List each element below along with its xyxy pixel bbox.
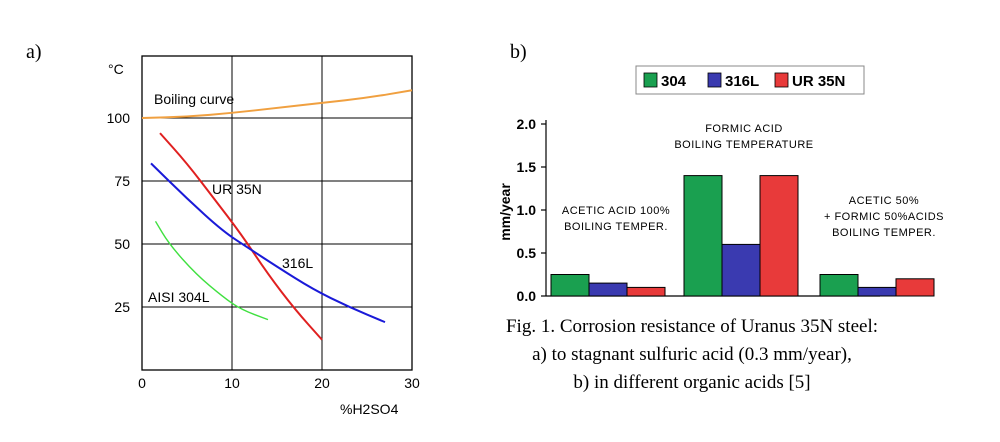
- bar-304: [550, 274, 590, 297]
- caption-line-3: b) in different organic acids [5]: [573, 372, 810, 393]
- series-line-316l: [150, 162, 386, 324]
- category-label: ACETIC ACID 100%: [562, 205, 670, 217]
- y-axis-label: °C: [108, 61, 124, 77]
- legend-label: UR 35N: [792, 73, 845, 90]
- grid: [141, 55, 413, 371]
- plot-frame: [141, 55, 413, 371]
- series-label-ur-35n: UR 35N: [212, 181, 262, 197]
- bar-ur-35n: [895, 278, 935, 297]
- caption-line-1: Fig. 1. Corrosion resistance of Uranus 3…: [506, 316, 878, 337]
- series-label-aisi-304l: AISI 304L: [148, 289, 210, 305]
- legend: 304 316L UR 35N: [643, 72, 845, 90]
- category-label: BOILING TEMPER.: [564, 221, 668, 233]
- y-axis-label: mm/year: [497, 183, 513, 241]
- y-tick-label: 25: [114, 299, 130, 315]
- y-tick-label: 50: [114, 236, 130, 252]
- x-axis-label: %H2SO4: [340, 401, 399, 417]
- series-line-ur-35n: [159, 132, 323, 341]
- y-tick-label: 1.5: [517, 159, 537, 175]
- caption-line-2: a) to stagnant sulfuric acid (0.3 mm/yea…: [532, 344, 852, 365]
- series-label-316l: 316L: [282, 255, 313, 271]
- legend-swatch: [707, 72, 722, 88]
- bar-316l: [857, 286, 897, 297]
- legend-label: 316L: [725, 73, 759, 90]
- bar-316l: [721, 243, 761, 297]
- line-chart: °C %H2SO4 0 10 20 30 25 50 75 100 Boiling curve…: [107, 55, 420, 417]
- legend-swatch: [774, 72, 789, 88]
- bars: [550, 175, 935, 297]
- series-label-boiling-curve: Boiling curve: [154, 91, 234, 107]
- y-tick-label: 0.5: [517, 245, 537, 261]
- legend-label: 304: [661, 73, 687, 90]
- series-line-aisi-304l: [154, 220, 269, 321]
- legend-box: [635, 65, 865, 95]
- x-tick-label: 20: [314, 375, 330, 391]
- category-label: + FORMIC 50%ACIDS: [824, 211, 944, 223]
- caption: Fig. 1. Corrosion resistance of Uranus 3…: [506, 316, 878, 393]
- series-line-boiling-curve: [141, 89, 413, 119]
- series-labels: Boiling curve UR 35N 316L AISI 304L: [148, 91, 313, 305]
- category-label: FORMIC ACID: [705, 123, 783, 135]
- y-tick-label: 75: [114, 173, 130, 189]
- bar-304: [819, 274, 859, 297]
- tick-labels: 0.0 0.5 1.0 1.5 2.0: [517, 116, 537, 304]
- category-labels: ACETIC ACID 100% BOILING TEMPER. FORMIC AC…: [562, 123, 944, 239]
- y-tick-label: 1.0: [517, 202, 537, 218]
- category-label: BOILING TEMPERATURE: [674, 139, 813, 151]
- series-lines: [141, 89, 413, 341]
- category-label: BOILING TEMPER.: [832, 227, 936, 239]
- category-label: ACETIC 50%: [849, 195, 919, 207]
- x-tick-label: 10: [224, 375, 240, 391]
- panel-a-label: a): [26, 41, 42, 63]
- bar-304: [683, 175, 723, 297]
- bar-316l: [588, 282, 628, 297]
- y-tick-label: 2.0: [517, 116, 537, 132]
- y-tick-label: 0.0: [517, 288, 537, 304]
- bar-chart: 304 316L UR 35N mm/year 0.0 0.5 1.0 1.5 2.0 AC…: [497, 65, 944, 304]
- x-tick-label: 30: [404, 375, 420, 391]
- tick-labels: 0 10 20 30 25 50 75 100: [107, 110, 420, 391]
- legend-swatch: [643, 72, 658, 88]
- x-tick-label: 0: [138, 375, 146, 391]
- y-tick-label: 100: [107, 110, 131, 126]
- panel-b-label: b): [510, 41, 527, 63]
- bar-ur-35n: [759, 175, 799, 297]
- bar-ur-35n: [626, 286, 666, 297]
